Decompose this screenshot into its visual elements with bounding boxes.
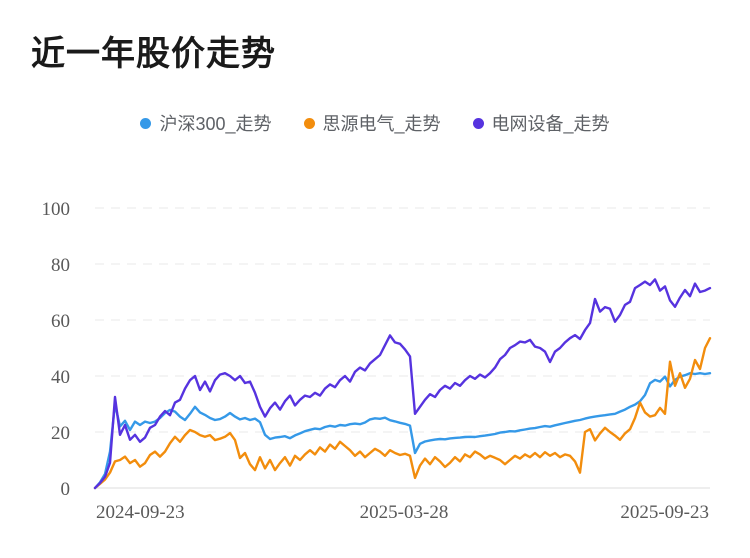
legend-label-siyuan: 思源电气_走势: [322, 114, 441, 134]
legend-item-grid-equipment[interactable]: 电网设备_走势: [472, 110, 610, 136]
legend-item-hs300[interactable]: 沪深300_走势: [140, 110, 272, 136]
legend-label-hs300: 沪深300_走势: [159, 114, 272, 134]
legend-dot-siyuan-icon: [303, 117, 315, 129]
legend-dot-grid-equipment-icon: [472, 117, 484, 129]
y-tick-40: 40: [51, 367, 70, 388]
y-tick-60: 60: [51, 311, 70, 332]
y-tick-0: 0: [61, 479, 71, 500]
y-tick-20: 20: [51, 423, 70, 444]
x-tick-end: 2025-09-23: [620, 502, 709, 523]
legend-dot-hs300-icon: [140, 117, 152, 129]
x-tick-middle: 2025-03-28: [360, 502, 449, 523]
y-tick-100: 100: [42, 199, 71, 220]
y-tick-80: 80: [51, 255, 70, 276]
series-line-siyuan: [93, 337, 712, 490]
legend-item-siyuan[interactable]: 思源电气_走势: [303, 110, 441, 136]
legend-label-grid-equipment: 电网设备_走势: [491, 114, 610, 134]
chart-legend: 沪深300_走势 思源电气_走势 电网设备_走势: [0, 110, 750, 136]
series-line-hs300: [93, 372, 712, 490]
page-title: 近一年股价走势: [31, 35, 276, 73]
series-line-grid-equipment: [93, 278, 712, 490]
x-tick-start: 2024-09-23: [96, 502, 185, 523]
